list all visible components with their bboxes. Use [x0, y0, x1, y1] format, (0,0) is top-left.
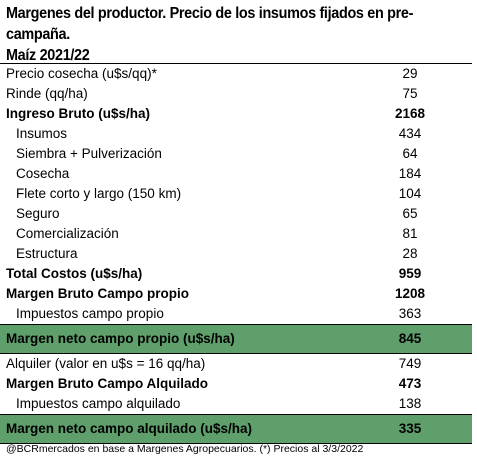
- row-cosecha: Cosecha 184: [0, 164, 472, 184]
- row-value: 2168: [394, 106, 426, 121]
- row-label: Siembra + Pulverización: [16, 146, 162, 161]
- row-label: Alquiler (valor en u$s = 16 qq/ha): [6, 356, 206, 371]
- row-label: Margen Bruto Campo Alquilado: [6, 376, 208, 391]
- row-ingreso-bruto: Ingreso Bruto (u$s/ha) 2168: [0, 104, 472, 124]
- row-value: 65: [402, 206, 418, 221]
- row-precio-cosecha: Precio cosecha (u$s/qq)* 29: [0, 64, 472, 84]
- row-value: 184: [398, 166, 422, 181]
- row-impuestos-alquilado: Impuestos campo alquilado 138: [0, 394, 472, 414]
- row-margen-bruto-alquilado: Margen Bruto Campo Alquilado 473: [0, 374, 472, 394]
- row-margen-neto-propio: Margen neto campo propio (u$s/ha) 845: [0, 324, 472, 354]
- row-label: Cosecha: [16, 166, 70, 181]
- row-label: Flete corto y largo (150 km): [16, 186, 182, 201]
- row-label: Ingreso Bruto (u$s/ha): [6, 106, 151, 121]
- row-value: 473: [398, 376, 422, 391]
- row-value: 1208: [394, 286, 426, 301]
- row-seguro: Seguro 65: [0, 204, 472, 224]
- title-line-2: Maíz 2021/22: [6, 47, 90, 64]
- row-value: 363: [398, 306, 422, 321]
- title-divider: [0, 63, 472, 64]
- row-value: 138: [398, 396, 422, 411]
- table-title: Margenes del productor. Precio de los in…: [6, 3, 441, 66]
- row-margen-neto-alquilado: Margen neto campo alquilado (u$s/ha) 335: [0, 414, 472, 444]
- row-rinde: Rinde (qq/ha) 75: [0, 84, 472, 104]
- row-label: Margen neto campo propio (u$s/ha): [6, 331, 235, 346]
- row-value: 81: [402, 226, 418, 241]
- row-value: 335: [398, 421, 422, 436]
- row-value: 28: [402, 246, 418, 261]
- row-insumos: Insumos 434: [0, 124, 472, 144]
- title-line-1: Margenes del productor. Precio de los in…: [6, 5, 414, 43]
- margins-table: Precio cosecha (u$s/qq)* 29 Rinde (qq/ha…: [0, 64, 472, 444]
- row-value: 434: [398, 126, 422, 141]
- row-label: Total Costos (u$s/ha): [6, 266, 143, 281]
- row-comercializacion: Comercialización 81: [0, 224, 472, 244]
- row-value: 64: [402, 146, 418, 161]
- row-estructura: Estructura 28: [0, 244, 472, 264]
- row-label: Precio cosecha (u$s/qq)*: [6, 66, 157, 81]
- row-alquiler: Alquiler (valor en u$s = 16 qq/ha) 749: [0, 354, 472, 374]
- row-value: 749: [398, 356, 422, 371]
- row-label: Impuestos campo propio: [16, 306, 164, 321]
- row-label: Seguro: [16, 206, 60, 221]
- row-siembra: Siembra + Pulverización 64: [0, 144, 472, 164]
- row-margen-bruto-propio: Margen Bruto Campo propio 1208: [0, 284, 472, 304]
- source-footnote: @BCRmercados en base a Margenes Agropecu…: [6, 443, 364, 455]
- row-label: Estructura: [16, 246, 78, 261]
- row-value: 75: [402, 86, 418, 101]
- row-flete: Flete corto y largo (150 km) 104: [0, 184, 472, 204]
- row-label: Margen Bruto Campo propio: [6, 286, 189, 301]
- row-value: 104: [398, 186, 422, 201]
- row-total-costos: Total Costos (u$s/ha) 959: [0, 264, 472, 284]
- row-label: Comercialización: [16, 226, 119, 241]
- row-value: 845: [398, 331, 422, 346]
- row-value: 959: [398, 266, 422, 281]
- row-label: Impuestos campo alquilado: [16, 396, 181, 411]
- row-label: Rinde (qq/ha): [6, 86, 88, 101]
- row-label: Insumos: [16, 126, 68, 141]
- row-impuestos-propio: Impuestos campo propio 363: [0, 304, 472, 324]
- row-label: Margen neto campo alquilado (u$s/ha): [6, 421, 253, 436]
- row-value: 29: [402, 66, 418, 81]
